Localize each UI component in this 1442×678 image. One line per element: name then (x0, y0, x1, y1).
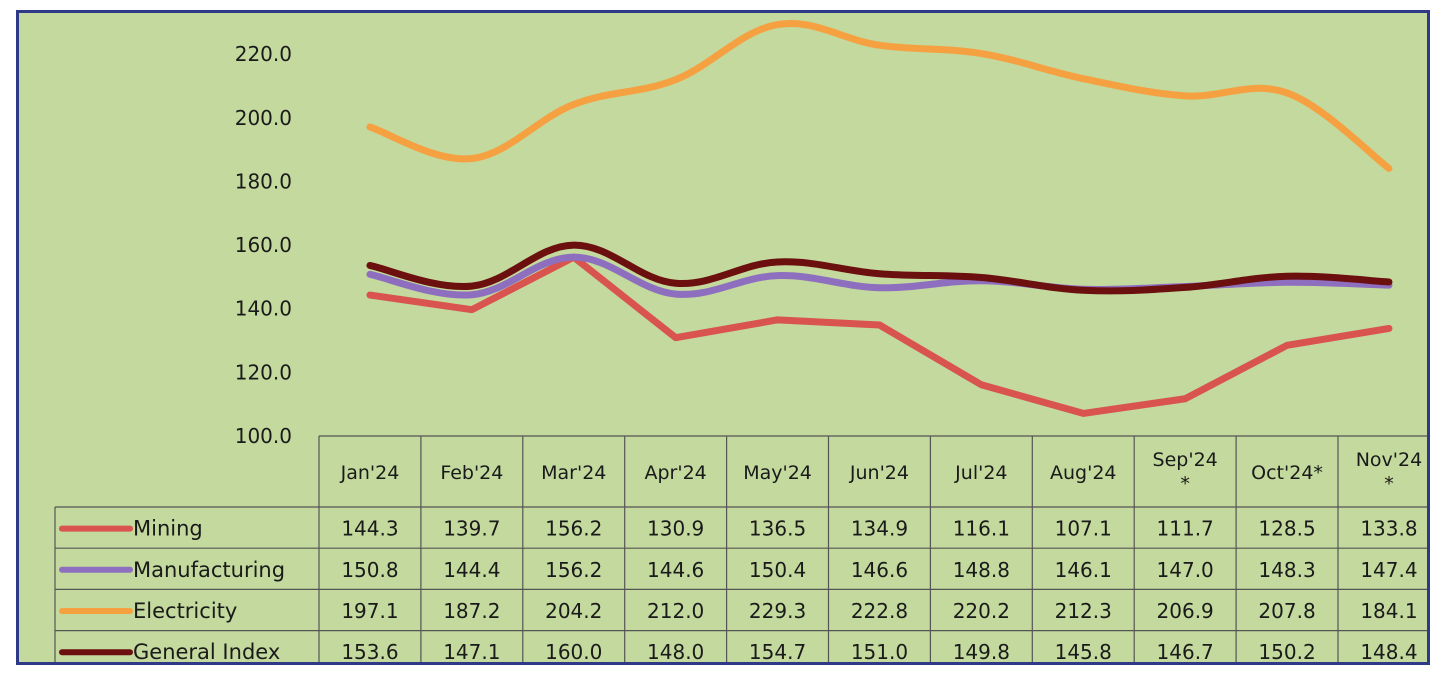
x-tick-label: Aug'24 (1050, 462, 1117, 484)
data-label: 156.2 (545, 558, 602, 582)
data-label: 156.2 (545, 517, 602, 541)
data-label: 229.3 (749, 599, 806, 623)
x-tick-label: Apr'24 (645, 462, 707, 484)
x-tick-label: Jan'24 (340, 462, 400, 484)
data-label: 111.7 (1157, 517, 1214, 541)
data-label: 187.2 (443, 599, 500, 623)
data-label: 144.4 (443, 558, 500, 582)
data-label: 148.8 (953, 558, 1010, 582)
x-tick-label: Feb'24 (440, 462, 503, 484)
plot-lines (366, 20, 1393, 417)
data-label: 146.6 (851, 558, 908, 582)
data-label: 128.5 (1258, 517, 1315, 541)
data-label: 150.4 (749, 558, 806, 582)
data-label: 144.3 (341, 517, 398, 541)
data-label: 160.0 (545, 640, 602, 662)
data-label: 153.6 (341, 640, 398, 662)
y-tick-label: 180.0 (235, 169, 292, 193)
y-tick-label: 220.0 (235, 42, 292, 66)
data-label: 149.8 (953, 640, 1010, 662)
data-label: 154.7 (749, 640, 806, 662)
data-label: 145.8 (1055, 640, 1112, 662)
legend-label-electricity: Electricity (133, 599, 237, 623)
data-label: 197.1 (341, 599, 398, 623)
series-line-general-index (366, 241, 1393, 295)
chart-frame: 100.0 120.0 140.0 160.0 180.0 200.0 220.0 Jan'… (16, 10, 1430, 665)
x-tick-label: Mar'24 (541, 462, 606, 484)
data-label: 148.3 (1258, 558, 1315, 582)
x-tick-label: Oct'24* (1251, 462, 1323, 484)
y-tick-label: 140.0 (235, 297, 292, 321)
data-label: 212.3 (1055, 599, 1112, 623)
series-line-electricity (366, 20, 1393, 172)
data-label: 150.8 (341, 558, 398, 582)
x-tick-label: May'24 (743, 462, 812, 484)
x-tick-label: Jul'24 (954, 462, 1007, 484)
data-label: 148.4 (1360, 640, 1417, 662)
data-label: 136.5 (749, 517, 806, 541)
data-label: 212.0 (647, 599, 704, 623)
data-label: 206.9 (1157, 599, 1214, 623)
x-tick-label: Sep'24 * (1153, 449, 1218, 495)
data-label: 207.8 (1258, 599, 1315, 623)
data-label: 204.2 (545, 599, 602, 623)
data-table: Jan'24 Feb'24 Mar'24 Apr'24 May'24 Jun'24 Jul'… (54, 435, 1427, 662)
data-label: 150.2 (1258, 640, 1315, 662)
legend-label-manufacturing: Manufacturing (133, 558, 285, 582)
data-label: 147.4 (1360, 558, 1417, 582)
y-tick-label: 200.0 (235, 106, 292, 130)
y-axis: 100.0 120.0 140.0 160.0 180.0 200.0 220.0 (235, 42, 292, 448)
y-tick-label: 120.0 (235, 360, 292, 384)
data-label: 107.1 (1055, 517, 1112, 541)
line-chart-with-data-table: 100.0 120.0 140.0 160.0 180.0 200.0 220.0 Jan'… (54, 20, 1427, 662)
data-label: 184.1 (1360, 599, 1417, 623)
data-label: 130.9 (647, 517, 704, 541)
data-label: 148.0 (647, 640, 704, 662)
legend-label-general-index: General Index (133, 640, 280, 662)
data-label: 146.7 (1157, 640, 1214, 662)
series-line-mining (366, 253, 1393, 417)
data-label: 134.9 (851, 517, 908, 541)
y-tick-label: 160.0 (235, 233, 292, 257)
data-label: 151.0 (851, 640, 908, 662)
legend-label-mining: Mining (133, 517, 203, 541)
x-tick-label: Nov'24 * (1356, 449, 1422, 495)
data-label: 133.8 (1360, 517, 1417, 541)
y-tick-label: 100.0 (235, 424, 292, 448)
x-tick-label: Jun'24 (849, 462, 909, 484)
data-label: 146.1 (1055, 558, 1112, 582)
data-label: 147.1 (443, 640, 500, 662)
data-label: 220.2 (953, 599, 1010, 623)
data-label: 222.8 (851, 599, 908, 623)
data-label: 116.1 (953, 517, 1010, 541)
data-label: 147.0 (1157, 558, 1214, 582)
data-label: 139.7 (443, 517, 500, 541)
data-label: 144.6 (647, 558, 704, 582)
